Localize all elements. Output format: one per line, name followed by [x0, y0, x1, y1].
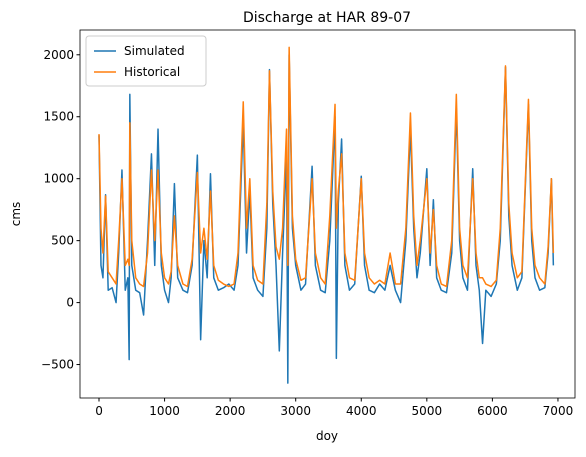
series-line	[98, 46, 555, 288]
legend-label: Simulated	[124, 44, 185, 58]
x-axis-label: doy	[316, 429, 338, 443]
x-tick-label: 7000	[543, 404, 574, 418]
x-tick-label: 2000	[215, 404, 246, 418]
x-tick-label: 0	[95, 404, 103, 418]
x-tick-label: 4000	[346, 404, 377, 418]
legend-label: Historical	[124, 65, 180, 79]
legend-box	[85, 35, 207, 87]
y-tick-label: 1500	[43, 110, 74, 124]
y-tick-label: 1000	[43, 172, 74, 186]
series-line	[98, 54, 555, 384]
x-tick-label: 1000	[149, 404, 180, 418]
y-tick-label: 2000	[43, 48, 74, 62]
y-tick-label: 0	[66, 296, 74, 310]
y-tick-label: 500	[51, 234, 74, 248]
chart-title: Discharge at HAR 89-07	[243, 10, 411, 26]
x-tick-label: 3000	[280, 404, 311, 418]
x-tick-label: 6000	[477, 404, 508, 418]
y-axis-label: cms	[9, 202, 23, 227]
y-tick-label: −500	[41, 358, 74, 372]
plot-frame	[79, 29, 576, 399]
x-tick-label: 5000	[412, 404, 443, 418]
